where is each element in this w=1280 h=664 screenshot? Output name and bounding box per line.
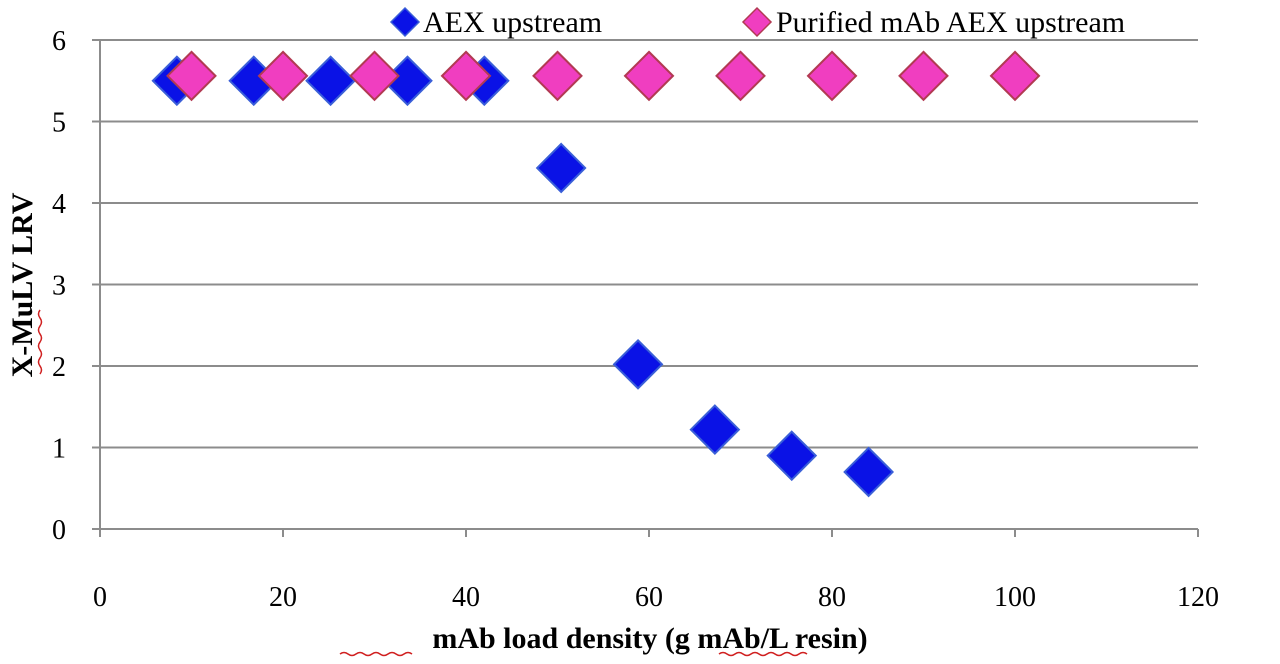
legend-label-aex: AEX upstream: [423, 6, 602, 39]
data-point-diamond: [806, 50, 858, 102]
data-point-diamond: [349, 50, 400, 102]
y-tick-label: 5: [52, 108, 66, 139]
data-point-diamond: [715, 50, 766, 102]
x-tick-label: 100: [994, 582, 1036, 613]
y-tick-label: 3: [52, 271, 66, 302]
spellcheck-underline: [37, 309, 43, 375]
data-point-diamond: [989, 50, 1041, 102]
data-point-diamond: [532, 50, 583, 102]
data-point-diamond: [612, 338, 664, 390]
data-point-diamond: [766, 430, 818, 482]
x-tick-label: 80: [818, 582, 846, 613]
data-point-diamond: [898, 50, 949, 102]
x-tick-label: 0: [93, 582, 107, 613]
legend: AEX upstream Purified mAb AEX upstream: [389, 6, 1125, 39]
data-point-diamond: [623, 50, 675, 102]
x-axis-title: mAb load density (g mAb/L resin): [432, 622, 867, 655]
y-tick-labels: 0 1 2 3 4 5 6: [52, 26, 66, 546]
data-point-diamond: [166, 50, 217, 102]
y-tick-label: 6: [52, 26, 66, 57]
x-tick-label: 120: [1177, 582, 1219, 613]
y-tick-label: 2: [52, 352, 66, 383]
data-point-diamond: [535, 142, 587, 194]
x-tick-label: 60: [635, 582, 663, 613]
legend-item-purified: Purified mAb AEX upstream: [741, 6, 1125, 39]
data-series: [151, 50, 1041, 498]
data-point-diamond: [257, 50, 309, 102]
gridlines: [100, 39, 1198, 449]
data-point-diamond: [843, 446, 895, 498]
series-aex-upstream: [151, 55, 895, 498]
y-axis-title: X-MuLV LRV: [6, 192, 39, 377]
legend-item-aex: AEX upstream: [389, 6, 602, 39]
y-tick-label: 4: [52, 189, 66, 220]
series-purified-mab-aex-upstream: [166, 50, 1041, 102]
spellcheck-underline: [339, 651, 413, 657]
spellcheck-underline: [718, 651, 808, 657]
x-tick-labels: 0 20 40 60 80 100 120: [93, 582, 1219, 613]
data-point-diamond: [305, 55, 356, 107]
y-tick-label: 0: [52, 515, 66, 546]
x-tick-label: 20: [269, 582, 297, 613]
data-point-diamond: [440, 50, 492, 102]
x-tick-label: 40: [452, 582, 480, 613]
y-tick-label: 1: [52, 434, 66, 465]
data-point-diamond: [689, 404, 741, 455]
legend-marker-aex-diamond: [389, 6, 421, 38]
legend-marker-purified-diamond: [741, 6, 773, 38]
axes: [92, 39, 1199, 537]
legend-label-purified: Purified mAb AEX upstream: [776, 6, 1125, 39]
